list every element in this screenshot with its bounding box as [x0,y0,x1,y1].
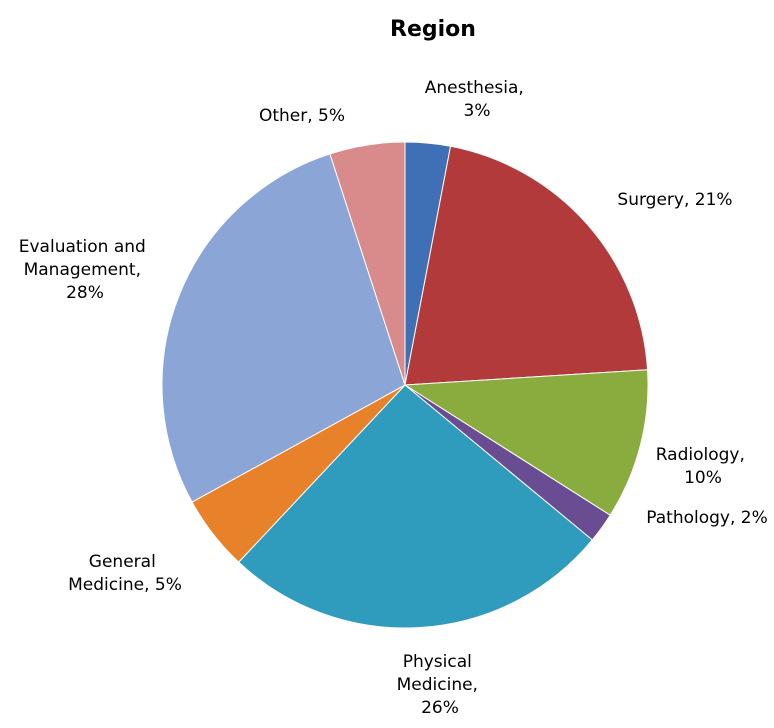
pie-slice: Radiology [403,369,649,516]
data-label: Evaluation and Management, 28% [19,237,152,303]
chart-title: Region [390,17,476,42]
data-label: Anesthesia, 3% [425,78,529,121]
pie-slice: Other [329,141,406,386]
data-label: Surgery, 21% [617,190,732,210]
pie-slice: Physical Medicine [237,384,593,629]
data-label: Physical Medicine, 26% [397,652,484,718]
data-label: Pathology, 2% [646,508,768,528]
data-label: Radiology, 10% [656,445,751,488]
data-label: General Medicine, 5% [68,552,182,595]
pie-slice: Evaluation and Management [161,153,406,503]
data-label: Other, 5% [259,106,345,126]
pie-slice: Surgery [404,145,649,386]
